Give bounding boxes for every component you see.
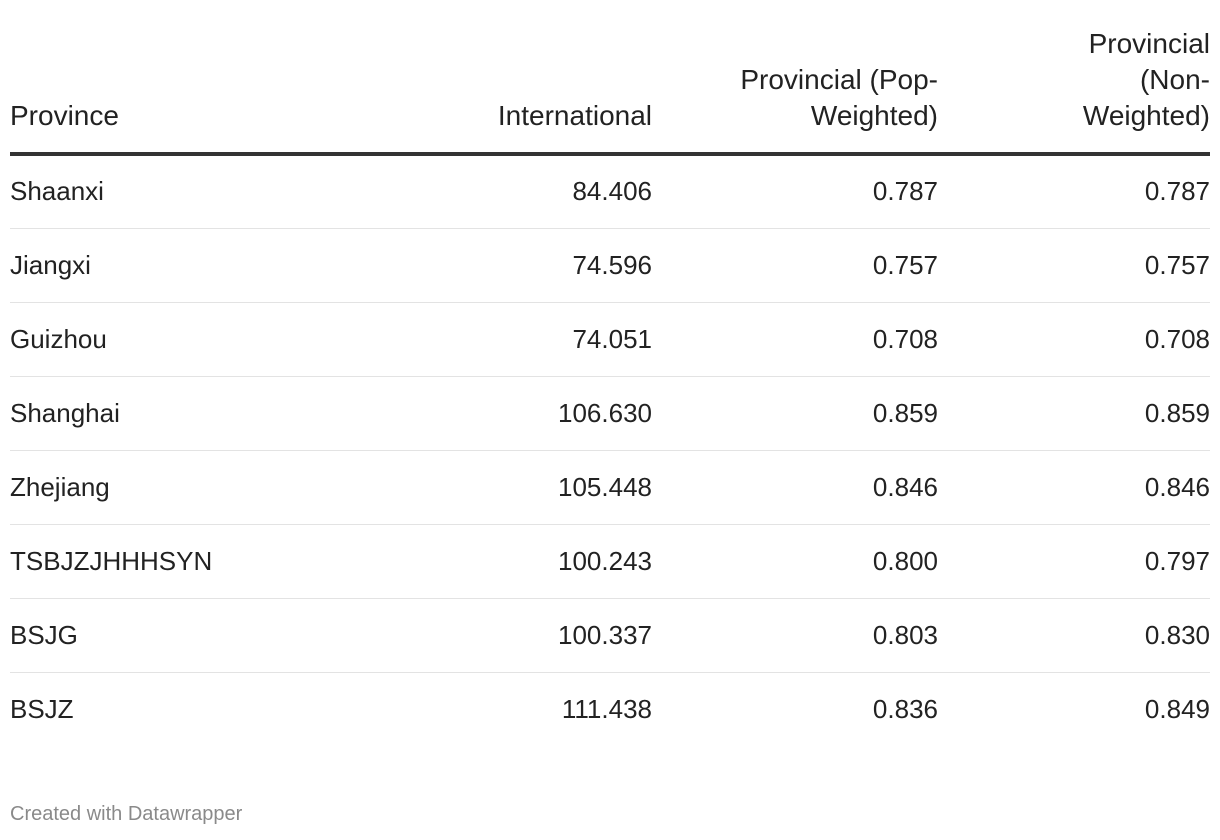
table-header: Province International Provincial (Pop- … xyxy=(10,0,1210,156)
cell-international: 100.243 xyxy=(390,524,652,599)
cell-province: Shaanxi xyxy=(10,154,390,229)
cell-province: BSJZ xyxy=(10,693,74,724)
cell-provincial-non-weighted: 0.846 xyxy=(938,450,1210,525)
cell-provincial-non-weighted: 0.757 xyxy=(938,228,1210,303)
table-body: Shaanxi 84.406 0.787 0.787 Jiangxi 74.59… xyxy=(10,154,1210,746)
footer-credit: Created with Datawrapper xyxy=(10,803,243,825)
cell-provincial-non-weighted: 0.859 xyxy=(938,376,1210,451)
cell-provincial-pop-weighted: 0.800 xyxy=(652,524,938,599)
cell-province: Shanghai xyxy=(10,376,390,451)
cell-international: 100.337 xyxy=(390,598,652,673)
column-header-label-line: Weighted) xyxy=(1082,100,1210,131)
column-header-label-line: Provincial (Pop- xyxy=(740,64,938,95)
cell-province: TSBJZJHHHSYN xyxy=(10,524,390,599)
table-row: Guizhou 74.051 0.708 0.708 xyxy=(10,302,1210,377)
cell-international: 74.051 xyxy=(390,302,652,377)
column-header-province: Province xyxy=(10,0,390,156)
table-row: BSJZ 111.438 0.836 0.849 xyxy=(10,672,1210,746)
cell-international: 84.406 xyxy=(390,154,652,229)
data-table: Province International Provincial (Pop- … xyxy=(10,0,1210,746)
header-row: Province International Provincial (Pop- … xyxy=(10,0,1210,156)
table-row: Zhejiang 105.448 0.846 0.846 xyxy=(10,450,1210,525)
cell-provincial-pop-weighted: 0.787 xyxy=(652,154,938,229)
table-row: BSJG 100.337 0.803 0.830 xyxy=(10,598,1210,673)
table-row: Shaanxi 84.406 0.787 0.787 xyxy=(10,154,1210,229)
cell-international: 111.438 xyxy=(561,693,652,724)
cell-provincial-pop-weighted: 0.846 xyxy=(652,450,938,525)
cell-provincial-non-weighted: 0.830 xyxy=(938,598,1210,673)
column-header-international: International xyxy=(390,0,652,156)
table-row: TSBJZJHHHSYN 100.243 0.800 0.797 xyxy=(10,524,1210,599)
cell-provincial-pop-weighted: 0.757 xyxy=(652,228,938,303)
cell-province: Jiangxi xyxy=(10,228,390,303)
column-header-province-label: Province xyxy=(10,100,119,131)
column-header-label-line: (Non- xyxy=(1139,64,1210,95)
cell-provincial-non-weighted: 0.787 xyxy=(938,154,1210,229)
column-header-label-line: Weighted) xyxy=(810,100,938,131)
cell-provincial-non-weighted: 0.797 xyxy=(938,524,1210,599)
table-row: Shanghai 106.630 0.859 0.859 xyxy=(10,376,1210,451)
cell-provincial-pop-weighted: 0.708 xyxy=(652,302,938,377)
cell-province: Guizhou xyxy=(10,302,390,377)
cell-international: 105.448 xyxy=(390,450,652,525)
cell-international: 74.596 xyxy=(390,228,652,303)
column-header-provincial-non-weighted: Provincial (Non- Weighted) xyxy=(938,0,1210,156)
cell-provincial-non-weighted: 0.708 xyxy=(938,302,1210,377)
column-header-label-line: Provincial xyxy=(1088,28,1210,59)
cell-province: Zhejiang xyxy=(10,450,390,525)
cell-international: 106.630 xyxy=(390,376,652,451)
cell-provincial-pop-weighted: 0.803 xyxy=(652,598,938,673)
table-row: Jiangxi 74.596 0.757 0.757 xyxy=(10,228,1210,303)
cell-province: BSJG xyxy=(10,598,390,673)
cell-provincial-non-weighted: 0.849 xyxy=(1144,693,1210,724)
cell-provincial-pop-weighted: 0.836 xyxy=(872,693,938,724)
data-table-container: Province International Provincial (Pop- … xyxy=(10,0,1210,746)
column-header-provincial-pop-weighted: Provincial (Pop- Weighted) xyxy=(652,0,938,156)
column-header-international-label: International xyxy=(497,100,652,131)
cell-provincial-pop-weighted: 0.859 xyxy=(652,376,938,451)
